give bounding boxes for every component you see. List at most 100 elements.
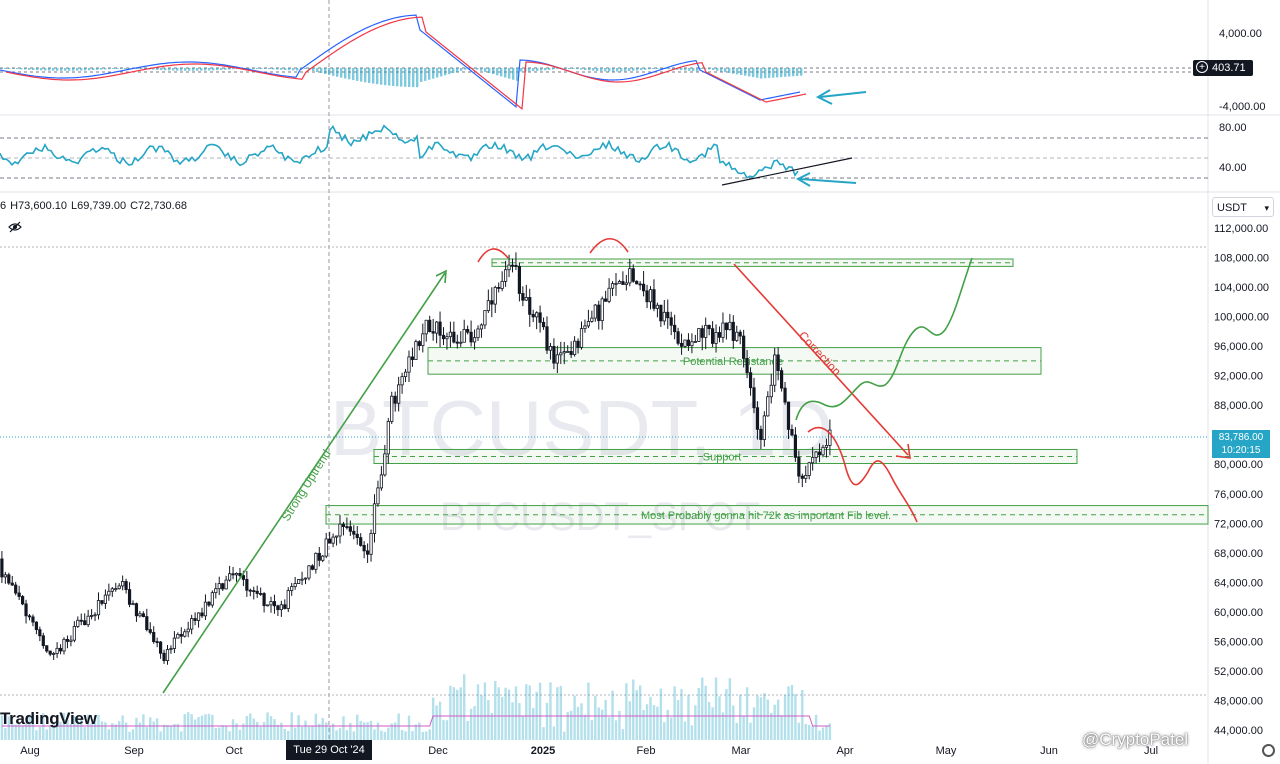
macd-hist-bar xyxy=(340,68,343,78)
price-tick-label: 48,000.00 xyxy=(1214,695,1263,707)
macd-hist-bar xyxy=(364,68,367,83)
macd-hist-bar xyxy=(544,68,547,71)
macd-hist-bar xyxy=(520,68,523,72)
candle-body xyxy=(593,304,597,319)
macd-hist-bar xyxy=(20,68,23,70)
candle-body xyxy=(234,572,239,576)
volume-bar xyxy=(573,695,576,740)
volume-bar xyxy=(114,724,117,740)
candle-body xyxy=(193,618,197,621)
macd-hist-bar xyxy=(384,68,387,86)
candle-body xyxy=(573,340,577,355)
candle-body xyxy=(490,300,494,305)
macd-axis[interactable]: 4,000.00 -4,000.00 xyxy=(1219,28,1265,113)
volume-bar xyxy=(428,729,431,740)
volume-bar xyxy=(666,709,669,740)
macd-hist-bar xyxy=(796,68,799,76)
candle-body xyxy=(165,649,170,662)
volume-bar xyxy=(500,697,504,740)
correction-arrow xyxy=(733,263,911,459)
macd-hist-bar xyxy=(800,68,803,76)
price-axis[interactable]: 112,000.00 108,000.00 104,000.00 100,000.00… xyxy=(1214,223,1269,737)
macd-hist-bar xyxy=(336,68,339,77)
candle-body xyxy=(138,613,142,617)
candle-body xyxy=(86,615,90,626)
currency-selector[interactable]: USDT ▾ xyxy=(1212,197,1274,217)
volume-bar xyxy=(149,717,152,740)
candle-body xyxy=(45,645,49,652)
volume-bar xyxy=(331,723,335,740)
macd-hist-bar xyxy=(64,68,67,71)
volume-bar xyxy=(466,720,469,740)
candle-body xyxy=(748,372,753,389)
currency-label: USDT xyxy=(1217,202,1247,214)
volume-bar xyxy=(652,705,656,740)
candle-body xyxy=(103,594,107,604)
candle-body xyxy=(514,264,518,267)
macd-hist-bar xyxy=(260,68,263,69)
candle-body xyxy=(20,596,25,605)
ohlc-high: H73,600.10 xyxy=(10,200,68,212)
candle-body xyxy=(293,583,297,587)
volume-bar xyxy=(400,730,404,740)
volume-bar xyxy=(273,719,276,740)
volume-bar xyxy=(545,702,549,740)
candle-body xyxy=(521,293,525,301)
time-axis[interactable]: Aug Sep Oct Dec 2025 Feb Mar Apr May Jun Jul xyxy=(20,745,1158,757)
macd-hist-bar xyxy=(732,68,735,74)
time-tick-label: Jul xyxy=(1144,745,1158,757)
candle-body xyxy=(721,322,725,338)
candle-body xyxy=(10,582,14,586)
macd-hist-bar xyxy=(196,68,199,71)
macd-hist-bar xyxy=(792,68,795,77)
candle-body xyxy=(617,281,622,284)
price-tick-label: 112,000.00 xyxy=(1214,223,1268,235)
macd-hist-bar xyxy=(616,68,619,72)
macd-hist-bar xyxy=(112,68,115,69)
volume-bar xyxy=(138,722,142,740)
hide-eye-icon[interactable] xyxy=(8,220,22,234)
rsi-axis[interactable]: 80.00 40.00 xyxy=(1219,122,1247,174)
candle-body xyxy=(359,537,363,546)
volume-bar xyxy=(556,687,559,740)
macd-hist-bar xyxy=(392,68,395,86)
author-credit: @CryptoPatel xyxy=(1082,730,1189,749)
volume-bar xyxy=(383,731,387,740)
candle-body xyxy=(231,573,235,576)
volume-bar xyxy=(752,707,756,740)
volume-bar xyxy=(583,714,587,740)
candle-body xyxy=(590,317,594,322)
gear-icon[interactable] xyxy=(1262,744,1275,757)
candle-body xyxy=(569,351,573,355)
volume-bar xyxy=(321,718,324,740)
macd-hist-bar xyxy=(296,68,299,71)
volume-bar xyxy=(452,687,456,740)
volume-bar xyxy=(407,715,411,740)
volume-bar xyxy=(35,730,38,740)
candle-body xyxy=(483,310,487,326)
volume-bar xyxy=(739,694,742,740)
candle-body xyxy=(424,319,428,335)
macd-hist-bar xyxy=(608,68,611,72)
candle-body xyxy=(597,304,601,322)
volume-bar xyxy=(24,722,28,740)
price-tick-label: 88,000.00 xyxy=(1214,400,1263,412)
volume-bar xyxy=(262,722,266,740)
macd-hist-bar xyxy=(472,68,475,69)
candle-body xyxy=(345,526,349,529)
candle-body xyxy=(117,585,121,589)
candle-body xyxy=(131,603,135,606)
candle-body xyxy=(535,312,539,318)
volume-bar xyxy=(521,716,525,740)
volume-bar xyxy=(811,726,814,740)
candle-body xyxy=(41,635,45,647)
candle-body xyxy=(307,565,311,579)
volume-bar xyxy=(280,722,283,740)
price-tick-label: 60,000.00 xyxy=(1214,607,1263,619)
macd-value-label[interactable]: +403.71 xyxy=(1193,60,1253,76)
volume-bar xyxy=(670,717,673,740)
plus-icon[interactable]: + xyxy=(1196,61,1208,73)
candle-body xyxy=(724,322,729,331)
candle-body xyxy=(745,357,749,374)
